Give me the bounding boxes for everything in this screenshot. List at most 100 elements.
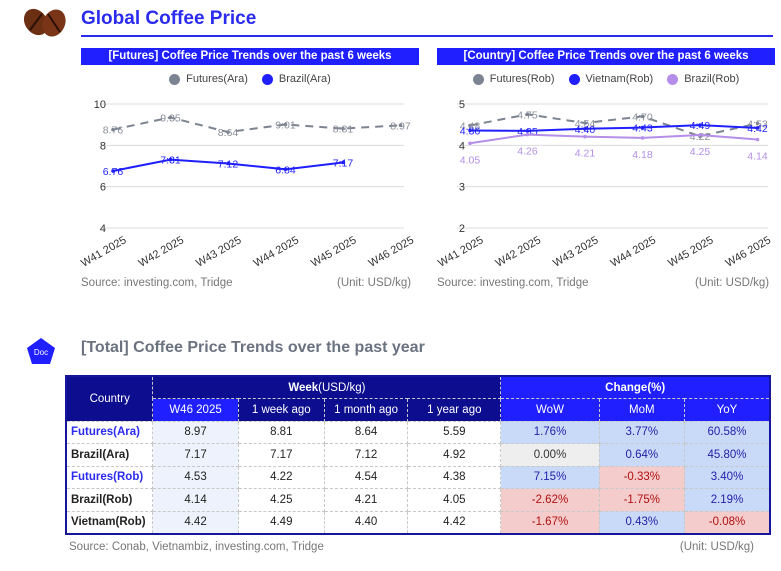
data-label: 4.14 bbox=[747, 151, 768, 163]
table-source: Source: Conab, Vietnambiz, investing.com… bbox=[69, 541, 324, 553]
data-point bbox=[468, 128, 472, 133]
futures-chart-panel: [Futures] Coffee Price Trends over the p… bbox=[81, 48, 419, 85]
column-header-w46-2025: W46 2025 bbox=[152, 398, 239, 422]
price-cell: 4.21 bbox=[323, 488, 409, 512]
legend-item[interactable]: Brazil(Ara) bbox=[261, 73, 331, 85]
group-header-change: Change(%) bbox=[500, 375, 771, 399]
y-tick-label: 3 bbox=[459, 182, 465, 194]
column-header-1-month-ago: 1 month ago bbox=[323, 398, 409, 422]
data-point bbox=[168, 157, 173, 162]
x-tick-label: W44 2025 bbox=[252, 234, 301, 269]
country-cell: Brazil(Ara) bbox=[65, 443, 154, 467]
legend-item[interactable]: Vietnam(Rob) bbox=[568, 73, 653, 85]
data-label: 9.35 bbox=[160, 112, 181, 124]
price-cell: 4.92 bbox=[407, 443, 502, 467]
legend-dot bbox=[261, 73, 273, 85]
data-point bbox=[468, 123, 472, 128]
data-label: 7:12 bbox=[218, 159, 239, 171]
data-label: 8:81 bbox=[333, 124, 354, 136]
change-cell: -0.08% bbox=[684, 510, 771, 534]
table-unit: (Unit: USD/kg) bbox=[679, 541, 754, 553]
coffee-beans-icon bbox=[23, 8, 66, 37]
data-point bbox=[583, 121, 587, 125]
data-label: 4:54 bbox=[575, 118, 596, 130]
group-header-change-label: Change(%) bbox=[605, 381, 666, 394]
y-tick-label: 4 bbox=[459, 140, 465, 152]
change-cell: -2.62% bbox=[500, 488, 600, 512]
data-label: 4:40 bbox=[575, 124, 596, 136]
data-point bbox=[111, 127, 115, 132]
data-point bbox=[283, 167, 288, 172]
y-tick-label: 10 bbox=[94, 99, 106, 111]
column-header-1-year-ago: 1 year ago bbox=[407, 398, 502, 422]
country-chart-source: Source: investing.com, Tridge bbox=[437, 277, 589, 289]
change-cell: 60.58% bbox=[684, 420, 771, 444]
price-cell: 8.81 bbox=[237, 420, 325, 444]
price-cell: 8.97 bbox=[152, 420, 239, 444]
data-point bbox=[468, 141, 472, 146]
legend-item[interactable]: Brazil(Rob) bbox=[667, 73, 739, 85]
data-point bbox=[226, 130, 230, 134]
x-tick-label: W46 2025 bbox=[367, 234, 416, 269]
data-point bbox=[168, 115, 173, 120]
legend-dot bbox=[169, 73, 181, 85]
data-point bbox=[640, 125, 645, 130]
country-chart-panel: [Country] Coffee Price Trends over the p… bbox=[437, 48, 775, 85]
change-cell: -0.33% bbox=[598, 465, 686, 489]
legend-dot bbox=[472, 73, 484, 85]
price-cell: 7.17 bbox=[237, 443, 325, 467]
legend-label: Futures(Rob) bbox=[489, 73, 555, 85]
country-chart-unit: (Unit: USD/kg) bbox=[695, 277, 770, 289]
y-tick-label: 6 bbox=[100, 182, 106, 194]
change-cell: -1.75% bbox=[598, 488, 686, 512]
doc-icon-label: Doc bbox=[34, 348, 48, 357]
legend-item[interactable]: Futures(Rob) bbox=[472, 73, 555, 85]
data-point bbox=[111, 169, 115, 173]
data-label: 8.76 bbox=[103, 125, 124, 137]
data-label: 4.18 bbox=[632, 149, 653, 161]
data-point bbox=[755, 126, 760, 130]
x-tick-label: W45 2025 bbox=[309, 234, 358, 269]
table-row: Brazil(Rob) 4.14 4.25 4.21 4.05 -2.62% -1.75% 2… bbox=[65, 488, 771, 512]
country-chart-title: [Country] Coffee Price Trends over the p… bbox=[437, 48, 775, 65]
data-label: 4.25 bbox=[690, 146, 711, 158]
group-header-week-unit: (USD/kg) bbox=[318, 381, 366, 394]
price-cell: 4.38 bbox=[407, 465, 502, 489]
legend-label: Brazil(Rob) bbox=[684, 73, 740, 85]
change-cell: -1.67% bbox=[500, 510, 600, 534]
x-tick-label: W41 2025 bbox=[79, 234, 128, 269]
x-tick-label: W43 2025 bbox=[194, 234, 243, 269]
country-cell: Vietnam(Rob) bbox=[65, 510, 154, 534]
data-point bbox=[640, 114, 645, 119]
futures-chart-unit: (Unit: USD/kg) bbox=[337, 277, 412, 289]
y-tick-label: 5 bbox=[459, 99, 465, 111]
legend-label: Futures(Ara) bbox=[186, 73, 248, 85]
data-point bbox=[283, 122, 288, 127]
price-cell: 8.64 bbox=[323, 420, 409, 444]
doc-icon: Doc bbox=[27, 338, 55, 364]
series-line-futures-ara- bbox=[112, 116, 401, 134]
table-row: Futures(Rob) 4.53 4.22 4.54 4.38 7.15% -0.33% 3… bbox=[65, 465, 771, 489]
change-cell: 3.40% bbox=[684, 465, 771, 489]
legend-item[interactable]: Futures(Ara) bbox=[169, 73, 248, 85]
data-point bbox=[525, 112, 530, 117]
x-tick-label: W44 2025 bbox=[609, 234, 658, 269]
change-cell: 0.64% bbox=[598, 443, 686, 467]
x-tick-label: W42 2025 bbox=[137, 234, 186, 269]
column-header-yoy: YoY bbox=[684, 398, 771, 422]
data-label: 4:22 bbox=[690, 131, 711, 143]
data-point bbox=[341, 160, 345, 165]
data-label: 6.76 bbox=[103, 166, 124, 178]
data-label: 4:36 bbox=[460, 125, 481, 137]
price-cell: 5.59 bbox=[407, 420, 502, 444]
group-header-week-label: Week bbox=[288, 381, 319, 394]
column-header-1-week-ago: 1 week ago bbox=[237, 398, 325, 422]
futures-chart-title: [Futures] Coffee Price Trends over the p… bbox=[81, 48, 419, 65]
data-label: 4:70 bbox=[632, 111, 653, 123]
x-tick-label: W46 2025 bbox=[724, 234, 773, 269]
futures-chart-source: Source: investing.com, Tridge bbox=[81, 277, 233, 289]
data-label: 9:01 bbox=[275, 119, 296, 131]
legend-dot bbox=[568, 73, 580, 85]
data-point bbox=[341, 126, 345, 131]
